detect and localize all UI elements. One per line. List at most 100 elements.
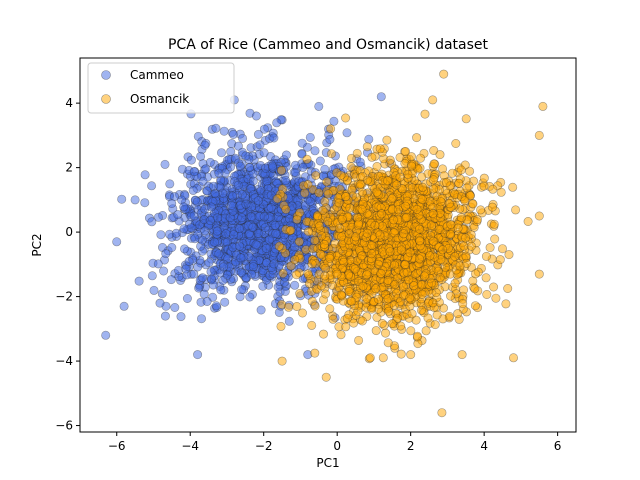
- scatter-point: [277, 356, 287, 366]
- scatter-point: [311, 171, 321, 181]
- scatter-point: [298, 162, 308, 172]
- scatter-point: [211, 123, 221, 133]
- scatter-point: [270, 220, 280, 230]
- scatter-point: [229, 230, 239, 240]
- scatter-point: [320, 164, 330, 174]
- scatter-point: [176, 312, 186, 322]
- scatter-point: [235, 161, 245, 171]
- scatter-point: [241, 199, 251, 209]
- scatter-point: [438, 245, 448, 255]
- scatter-point: [450, 252, 460, 262]
- scatter-point: [405, 248, 415, 258]
- scatter-point: [415, 153, 425, 163]
- scatter-point: [286, 225, 296, 235]
- scatter-point: [417, 195, 427, 205]
- scatter-point: [400, 147, 410, 157]
- scatter-point: [444, 199, 454, 209]
- scatter-point: [479, 181, 489, 191]
- scatter-point: [210, 237, 220, 247]
- scatter-point: [362, 175, 372, 185]
- scatter-point: [281, 175, 291, 185]
- scatter-point: [290, 255, 300, 265]
- scatter-point: [385, 247, 395, 257]
- legend: Cammeo Osmancik: [87, 62, 235, 114]
- scatter-point: [342, 128, 352, 138]
- scatter-point: [326, 124, 336, 134]
- scatter-point: [329, 116, 339, 126]
- scatter-point: [336, 170, 346, 180]
- scatter-point: [388, 215, 398, 225]
- scatter-point: [362, 228, 372, 238]
- scatter-point: [409, 281, 419, 291]
- scatter-point: [186, 155, 196, 165]
- scatter-point: [470, 301, 480, 311]
- y-tick-label: 0: [65, 225, 73, 239]
- scatter-point: [383, 338, 393, 348]
- scatter-point: [247, 269, 257, 279]
- scatter-point: [134, 276, 144, 286]
- scatter-point: [149, 285, 159, 295]
- x-axis: −6 −4 −2 0 2 4 6: [108, 432, 561, 453]
- scatter-point: [470, 284, 480, 294]
- scatter-point: [259, 212, 269, 222]
- scatter-point: [351, 232, 361, 242]
- scatter-point: [261, 243, 271, 253]
- scatter-point: [171, 228, 181, 238]
- scatter-point: [428, 298, 438, 308]
- scatter-point: [362, 294, 372, 304]
- scatter-point: [251, 111, 261, 121]
- series-cammeo: [101, 92, 395, 360]
- legend-label-cammeo: Cammeo: [130, 68, 184, 82]
- scatter-point: [140, 170, 150, 180]
- scatter-point: [235, 241, 245, 251]
- scatter-point: [336, 330, 346, 340]
- scatter-point: [181, 264, 191, 274]
- scatter-point: [456, 165, 466, 175]
- scatter-point: [212, 226, 222, 236]
- scatter-point: [279, 277, 289, 287]
- scatter-point: [355, 157, 365, 167]
- scatter-point: [534, 269, 544, 279]
- scatter-point: [437, 408, 447, 418]
- scatter-point: [236, 268, 246, 278]
- scatter-point: [214, 249, 224, 259]
- scatter-point: [130, 195, 140, 205]
- scatter-point: [253, 196, 263, 206]
- scatter-point: [481, 251, 491, 261]
- scatter-point: [295, 288, 305, 298]
- scatter-point: [373, 294, 383, 304]
- scatter-point: [188, 185, 198, 195]
- scatter-point: [321, 372, 331, 382]
- legend-marker-cammeo: [101, 70, 111, 80]
- scatter-point: [412, 204, 422, 214]
- scatter-point: [221, 229, 231, 239]
- scatter-point: [260, 223, 270, 233]
- x-tick-label: −2: [255, 439, 273, 453]
- scatter-point: [489, 219, 499, 229]
- scatter-point: [318, 329, 328, 339]
- scatter-point: [325, 135, 335, 145]
- scatter-point: [228, 191, 238, 201]
- y-tick-label: −2: [55, 290, 73, 304]
- scatter-point: [193, 350, 203, 360]
- scatter-point: [325, 253, 335, 263]
- scatter-point: [392, 180, 402, 190]
- scatter-point: [314, 188, 324, 198]
- scatter-point: [461, 114, 471, 124]
- scatter-point: [205, 216, 215, 226]
- scatter-point: [352, 148, 362, 158]
- scatter-point: [155, 298, 165, 308]
- x-tick-label: 2: [407, 439, 415, 453]
- scatter-point: [204, 258, 214, 268]
- scatter-point: [219, 262, 229, 272]
- scatter-point: [271, 229, 281, 239]
- scatter-point: [396, 245, 406, 255]
- scatter-point: [197, 314, 207, 324]
- x-tick-label: −6: [108, 439, 126, 453]
- scatter-point: [237, 190, 247, 200]
- scatter-point: [538, 101, 548, 111]
- scatter-point: [297, 138, 307, 148]
- scatter-point: [428, 95, 438, 105]
- scatter-point: [192, 197, 202, 207]
